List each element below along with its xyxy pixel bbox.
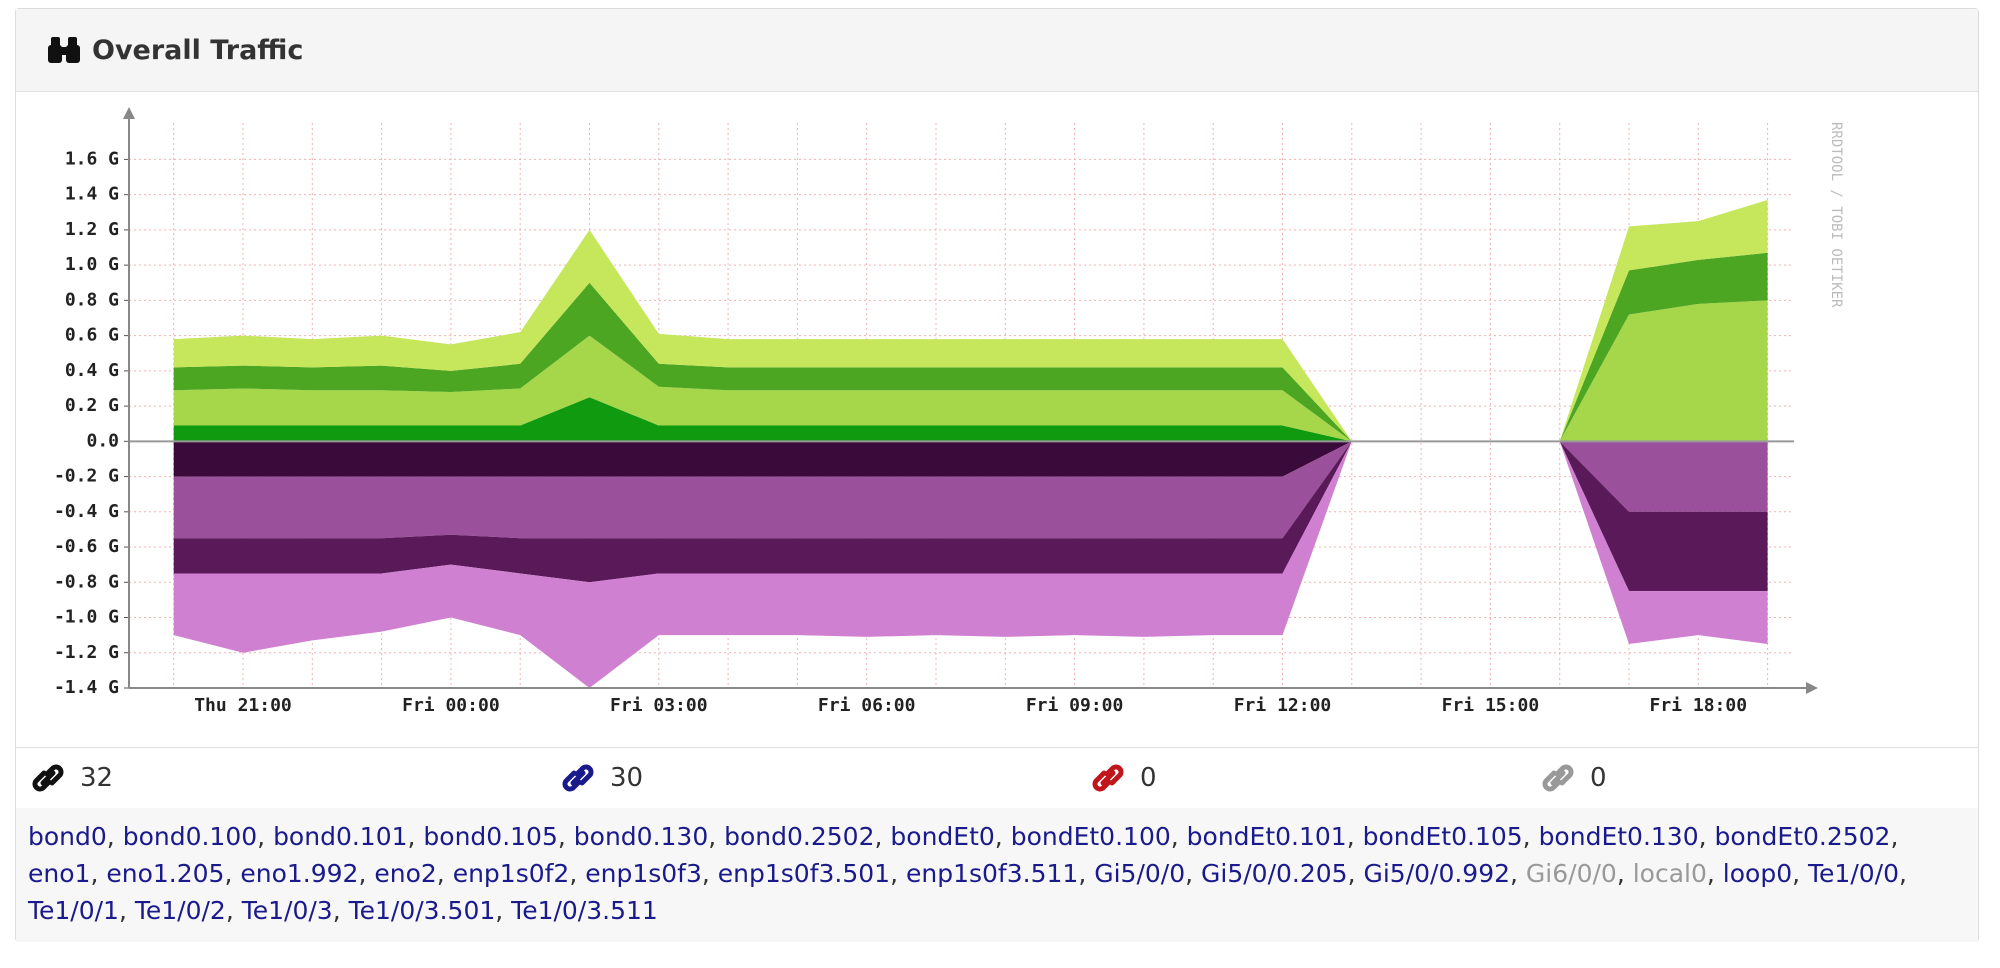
axis-arrow — [123, 107, 135, 119]
traffic-area — [173, 441, 1768, 592]
link-stat: 32 — [28, 748, 113, 808]
port-link[interactable]: Te1/0/1 — [28, 896, 135, 925]
y-tick-label: -0.4 G — [54, 501, 119, 522]
link-icon — [32, 764, 64, 792]
port-link[interactable]: enp1s0f3.511 — [906, 859, 1094, 888]
port-link[interactable]: bond0.105 — [423, 822, 573, 851]
port-link[interactable]: Gi5/0/0.205 — [1201, 859, 1363, 888]
y-tick-label: 0.0 — [86, 430, 119, 451]
port-link[interactable]: Te1/0/0 — [1808, 859, 1907, 888]
y-tick-label: 0.8 G — [65, 289, 119, 310]
x-tick-label: Fri 00:00 — [402, 695, 500, 716]
link-stat: 30 — [558, 748, 643, 808]
link-count: 0 — [1590, 763, 1607, 793]
port-link[interactable]: bondEt0.2502 — [1715, 822, 1899, 851]
port-link[interactable]: Gi5/0/0.992 — [1363, 859, 1525, 888]
port-link[interactable]: Te1/0/3.501 — [349, 896, 512, 925]
panel-header: Overall Traffic — [16, 9, 1978, 92]
stats-row: 32 30 0 0 — [16, 747, 1978, 809]
link-count: 0 — [1140, 763, 1157, 793]
watermark: RRDTOOL / TOBI OETIKER — [1828, 122, 1844, 308]
port-link[interactable]: bond0 — [28, 822, 123, 851]
traffic-chart: Thu 21:00 Fri 00:00 Fri 03:00 Fri 06:00 Fri … — [54, 107, 1844, 716]
port-link[interactable]: enp1s0f2 — [453, 859, 586, 888]
y-tick-label: 1.4 G — [65, 184, 119, 205]
port-link[interactable]: Gi6/0/0 — [1526, 859, 1633, 888]
y-tick-label: -1.4 G — [54, 677, 119, 698]
x-tick-label: Fri 12:00 — [1234, 695, 1332, 716]
y-tick-label: 1.6 G — [65, 148, 119, 169]
port-link[interactable]: enp1s0f3.501 — [718, 859, 906, 888]
link-icon — [562, 764, 594, 792]
link-count: 32 — [80, 763, 114, 793]
y-tick-label: -1.0 G — [54, 607, 119, 628]
y-tick-label: -1.2 G — [54, 642, 119, 663]
port-link[interactable]: bond0.101 — [273, 822, 423, 851]
port-link[interactable]: eno1 — [28, 859, 106, 888]
link-stat: 0 — [1088, 748, 1157, 808]
port-link[interactable]: eno1.205 — [106, 859, 240, 888]
port-link[interactable]: Te1/0/2 — [135, 896, 242, 925]
port-link[interactable]: bondEt0 — [890, 822, 1010, 851]
y-tick-label: 1.2 G — [65, 219, 119, 240]
port-link[interactable]: Gi5/0/0 — [1094, 859, 1201, 888]
x-tick-label: Fri 15:00 — [1442, 695, 1540, 716]
link-icon — [1542, 764, 1574, 792]
traffic-area — [173, 199, 1768, 442]
x-tick-label: Fri 09:00 — [1026, 695, 1124, 716]
port-link[interactable]: bondEt0.101 — [1187, 822, 1363, 851]
traffic-area — [173, 300, 1768, 442]
y-tick-label: -0.8 G — [54, 571, 119, 592]
port-link[interactable]: bond0.130 — [574, 822, 724, 851]
panel-title: Overall Traffic — [92, 34, 304, 66]
link-icon — [1092, 764, 1124, 792]
traffic-area — [173, 441, 1768, 539]
port-link[interactable]: bond0.100 — [123, 822, 273, 851]
port-link[interactable]: eno1.992 — [240, 859, 374, 888]
port-link[interactable]: bondEt0.105 — [1363, 822, 1539, 851]
axis-arrow — [1806, 682, 1818, 694]
port-link[interactable]: bondEt0.100 — [1011, 822, 1187, 851]
port-link[interactable]: Te1/0/3 — [242, 896, 349, 925]
port-link[interactable]: loop0 — [1723, 859, 1808, 888]
link-count: 30 — [610, 763, 644, 793]
traffic-area — [173, 397, 1768, 442]
port-link[interactable]: Te1/0/3.511 — [511, 896, 658, 925]
traffic-area — [173, 441, 1768, 477]
traffic-panel: Overall Traffic Thu 21:00 Fri 00:00 Fri 03… — [15, 8, 1979, 942]
port-link[interactable]: bond0.2502 — [724, 822, 890, 851]
y-tick-label: 1.0 G — [65, 254, 119, 275]
x-tick-label: Fri 03:00 — [610, 695, 708, 716]
binoculars-icon — [48, 37, 80, 63]
x-tick-label: Thu 21:00 — [194, 695, 292, 716]
y-tick-label: -0.2 G — [54, 466, 119, 487]
y-tick-label: 0.6 G — [65, 325, 119, 346]
port-link[interactable]: eno2 — [374, 859, 452, 888]
x-tick-label: Fri 06:00 — [818, 695, 916, 716]
x-tick-label: Fri 18:00 — [1650, 695, 1748, 716]
port-link[interactable]: bondEt0.130 — [1539, 822, 1715, 851]
port-link[interactable]: local0 — [1633, 859, 1723, 888]
y-tick-label: 0.2 G — [65, 395, 119, 416]
link-stat: 0 — [1538, 748, 1607, 808]
y-tick-label: 0.4 G — [65, 360, 119, 381]
traffic-area — [173, 441, 1768, 688]
port-list: bond0 bond0.100 bond0.101 bond0.105 bond… — [16, 808, 1978, 942]
port-link[interactable]: enp1s0f3 — [585, 859, 718, 888]
port-wrap: bond0 bond0.100 bond0.101 bond0.105 bond… — [28, 818, 1928, 929]
y-tick-label: -0.6 G — [54, 536, 119, 557]
